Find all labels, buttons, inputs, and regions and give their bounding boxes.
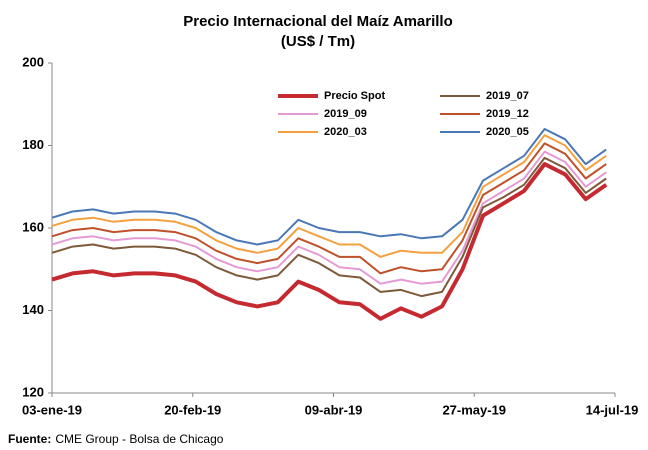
source-text: CME Group - Bolsa de Chicago [55, 432, 223, 446]
legend-label: 2019_12 [486, 108, 529, 120]
series-line [51, 162, 608, 321]
x-tick-label: 09-abr-19 [305, 402, 363, 417]
source-label: Fuente: [8, 432, 51, 446]
chart-title: Precio Internacional del Maíz Amarillo [183, 13, 453, 30]
y-tick-label: 160 [22, 219, 44, 234]
series-line [51, 142, 607, 275]
source: Fuente: CME Group - Bolsa de Chicago [8, 432, 224, 446]
y-tick-label: 120 [22, 384, 44, 399]
series-line [51, 134, 607, 258]
legend-label: Precio Spot [324, 90, 385, 102]
series-line [51, 128, 607, 246]
legend-label: 2019_09 [324, 108, 367, 120]
series-line [51, 150, 607, 285]
legend-label: 2020_03 [324, 126, 367, 138]
x-tick-label: 03-ene-19 [22, 402, 82, 417]
y-tick-label: 180 [22, 137, 44, 152]
legend-label: 2019_07 [486, 90, 529, 102]
x-tick-label: 27-may-19 [442, 402, 506, 417]
x-tick-label: 20-feb-19 [164, 402, 221, 417]
y-tick-label: 140 [22, 302, 44, 317]
x-tick-label: 14-jul-19 [586, 402, 639, 417]
series-line [51, 156, 607, 298]
y-tick-label: 200 [22, 54, 44, 69]
chart-subtitle: (US$ / Tm) [281, 33, 355, 50]
legend-label: 2020_05 [486, 126, 529, 138]
